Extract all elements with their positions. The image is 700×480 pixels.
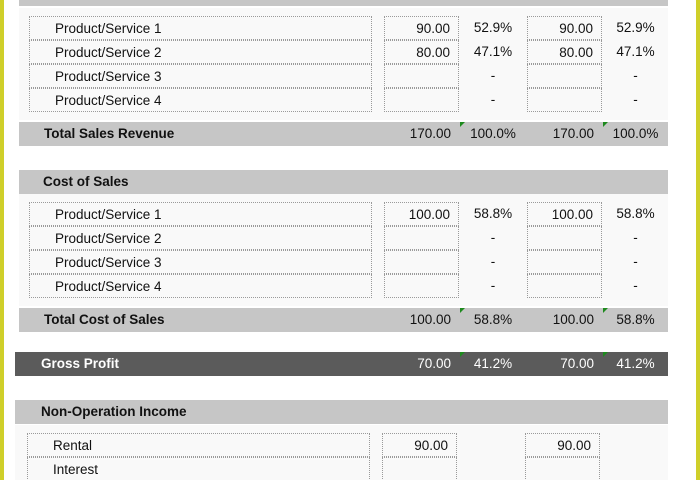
comment-marker	[603, 352, 608, 357]
comment-marker	[460, 352, 465, 357]
cell-value: -	[633, 254, 638, 269]
empty-cell	[527, 250, 602, 274]
row-label: Product/Service 3	[29, 250, 372, 274]
cell-value: 90.00	[384, 16, 459, 40]
empty-cell	[525, 457, 600, 480]
section-bar	[15, 400, 668, 424]
total-value: 100.0%	[612, 126, 659, 141]
cell-value: 80.00	[384, 40, 459, 64]
cell-value: 90.00	[525, 433, 600, 457]
cell-value: 80.00	[527, 40, 602, 64]
empty-cell	[527, 226, 602, 250]
total-label: Total Cost of Sales	[44, 312, 165, 327]
row-label: Rental	[27, 433, 370, 457]
total-value: 41.2%	[473, 356, 513, 371]
cell-value: 100.00	[527, 202, 602, 226]
cell-value: -	[490, 254, 496, 269]
empty-cell	[384, 64, 459, 88]
row-label: Product/Service 1	[29, 202, 372, 226]
total-value: 41.2%	[616, 356, 655, 371]
row-label: Product/Service 1	[29, 16, 372, 40]
window-edge	[0, 0, 4, 480]
cell-value: 47.1%	[473, 44, 513, 59]
cell-value: 58.8%	[616, 206, 655, 221]
empty-cell	[384, 88, 459, 112]
cell-value: 58.8%	[473, 206, 513, 221]
section-bar	[19, 170, 668, 194]
total-bar	[19, 308, 668, 332]
total-bar	[15, 352, 668, 376]
cell-value: -	[490, 278, 496, 293]
cell-value: -	[490, 230, 496, 245]
cell-value: -	[490, 68, 496, 83]
total-value: 58.8%	[473, 312, 513, 327]
cell-value: -	[633, 92, 638, 107]
comment-marker	[460, 122, 465, 127]
comment-marker	[603, 122, 608, 127]
cell-value: 47.1%	[616, 44, 655, 59]
total-value: 100.0%	[470, 126, 516, 141]
section-title: Cost of Sales	[43, 174, 129, 189]
total-value: 58.8%	[616, 312, 655, 327]
section-title: Non-Operation Income	[41, 404, 187, 419]
total-label: Gross Profit	[41, 356, 120, 371]
empty-cell	[382, 457, 457, 480]
row-label: Product/Service 2	[29, 40, 372, 64]
empty-cell	[527, 88, 602, 112]
empty-cell	[384, 250, 459, 274]
section-title: Sales Revenue	[19, 0, 138, 6]
empty-cell	[527, 274, 602, 298]
row-label: Product/Service 4	[29, 88, 372, 112]
total-value: 170.00	[552, 126, 594, 141]
row-label: Product/Service 2	[29, 226, 372, 250]
total-value: 100.00	[552, 312, 594, 327]
total-value: 170.00	[409, 126, 451, 141]
row-label: Product/Service 3	[29, 64, 372, 88]
cell-value: 52.9%	[473, 20, 513, 35]
row-label: Product/Service 4	[29, 274, 372, 298]
total-bar	[19, 122, 668, 146]
total-label: Total Sales Revenue	[44, 126, 175, 141]
total-value: 70.00	[560, 356, 594, 371]
cell-value: -	[633, 278, 638, 293]
cell-value: 90.00	[527, 16, 602, 40]
empty-cell	[384, 274, 459, 298]
total-value: 100.00	[409, 312, 451, 327]
cell-value: -	[633, 230, 638, 245]
cell-value: 90.00	[382, 433, 457, 457]
cell-value: -	[633, 68, 638, 83]
empty-cell	[384, 226, 459, 250]
section-bar	[19, 0, 668, 6]
total-value: 70.00	[417, 356, 451, 371]
window-edge	[696, 0, 700, 480]
row-area	[15, 425, 668, 480]
empty-cell	[527, 64, 602, 88]
row-label: Interest	[27, 457, 370, 480]
comment-marker	[460, 308, 465, 313]
cell-value: 100.00	[384, 202, 459, 226]
comment-marker	[603, 308, 608, 313]
cell-value: -	[490, 92, 496, 107]
cell-value: 52.9%	[616, 20, 655, 35]
